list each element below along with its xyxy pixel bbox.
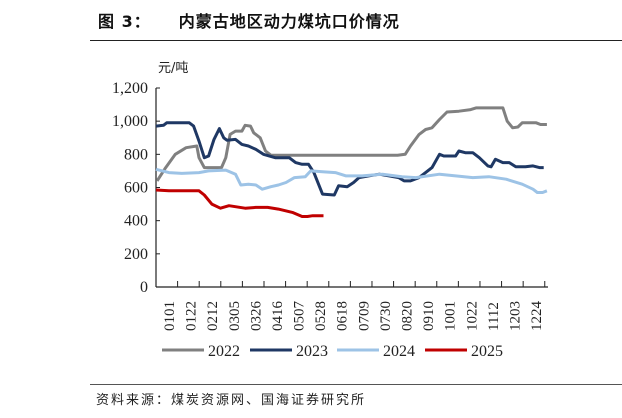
x-tick-label: 0709 bbox=[356, 301, 372, 331]
x-tick-label: 0212 bbox=[205, 301, 221, 331]
series-line-2025 bbox=[155, 188, 324, 218]
figure-number: 图 3： bbox=[98, 12, 151, 31]
y-tick-label: 0 bbox=[140, 279, 148, 296]
y-tick-label: 800 bbox=[124, 146, 148, 163]
x-tick-label: 0528 bbox=[313, 301, 329, 331]
y-tick-label: 400 bbox=[124, 213, 148, 230]
legend-label-2025: 2025 bbox=[471, 343, 503, 360]
legend-label-2022: 2022 bbox=[208, 343, 240, 360]
footer-divider bbox=[90, 384, 622, 385]
x-tick-label: 0618 bbox=[335, 301, 351, 331]
title-divider bbox=[90, 40, 622, 41]
x-tick-label: 0101 bbox=[162, 301, 178, 331]
series-line-2024 bbox=[155, 167, 548, 194]
x-tick-label: 0507 bbox=[292, 301, 308, 332]
x-tick-label: 0910 bbox=[421, 301, 437, 331]
y-tick-label: 200 bbox=[124, 246, 148, 263]
y-axis-unit: 元/吨 bbox=[158, 61, 188, 76]
x-tick-label: 1001 bbox=[443, 301, 459, 331]
x-tick-label: 0730 bbox=[378, 301, 394, 331]
series-line-2023 bbox=[155, 121, 544, 197]
x-tick-label: 1203 bbox=[508, 301, 524, 331]
x-tick-label: 0122 bbox=[184, 301, 200, 331]
x-tick-label: 0416 bbox=[270, 301, 286, 332]
x-tick-label: 0820 bbox=[400, 301, 416, 331]
legend-label-2024: 2024 bbox=[383, 343, 415, 360]
legend-label-2023: 2023 bbox=[296, 343, 328, 360]
figure-title: 图 3： 内蒙古地区动力煤坑口价情况 bbox=[98, 8, 400, 32]
x-tick-label: 1224 bbox=[529, 301, 545, 332]
series-line-2022 bbox=[155, 106, 547, 182]
x-tick-label: 1112 bbox=[486, 302, 502, 331]
source-note: 资料来源：煤炭资源网、国海证券研究所 bbox=[96, 393, 367, 408]
x-tick-label: 0326 bbox=[248, 301, 264, 332]
y-tick-label: 1,000 bbox=[112, 113, 148, 130]
y-tick-label: 1,200 bbox=[112, 80, 148, 97]
figure-title-text: 内蒙古地区动力煤坑口价情况 bbox=[178, 12, 400, 31]
y-tick-label: 600 bbox=[124, 180, 148, 197]
x-tick-label: 0305 bbox=[227, 301, 243, 331]
x-tick-label: 1022 bbox=[464, 301, 480, 331]
